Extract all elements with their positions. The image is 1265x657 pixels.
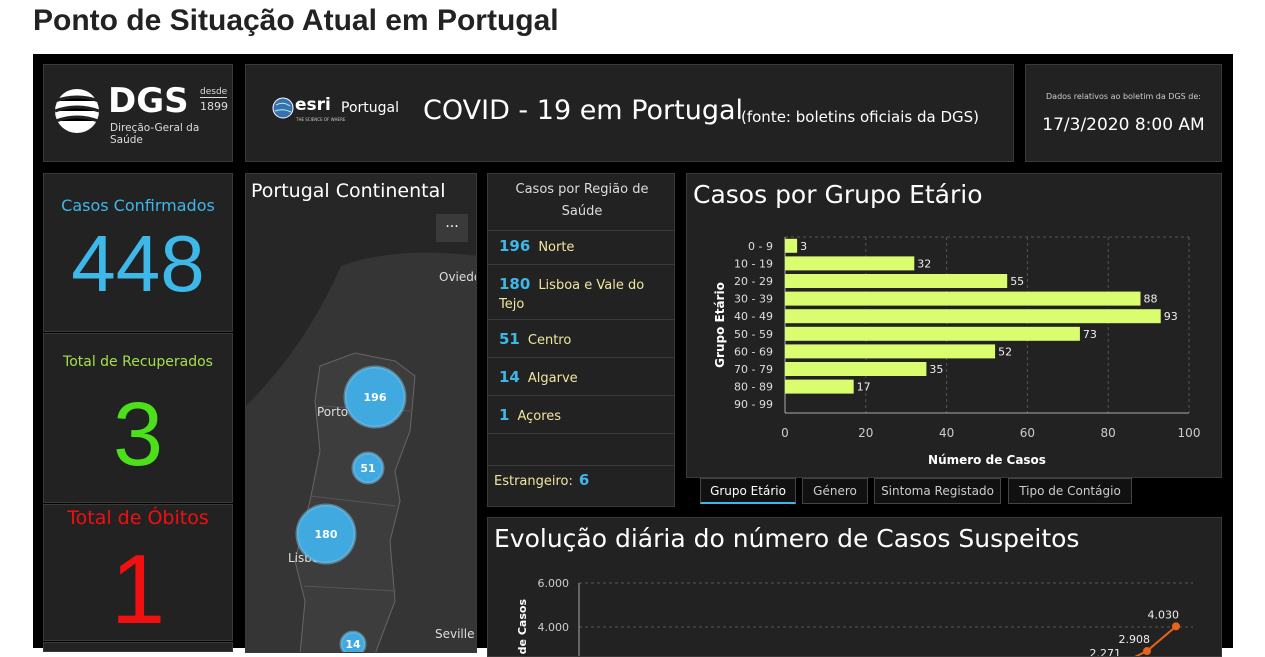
region-panel: Casos por Região de Saúde 196 Norte 180 Li… bbox=[487, 173, 675, 507]
esri-region: Portugal bbox=[341, 100, 399, 116]
region-name: Norte bbox=[538, 240, 575, 255]
dgs-name: DGS bbox=[108, 81, 189, 121]
region-row: 14 Algarve bbox=[499, 368, 669, 388]
stat-value: 448 bbox=[71, 219, 205, 308]
dgs-logo bbox=[54, 89, 100, 133]
esri-globe bbox=[272, 97, 294, 119]
region-name: Lisboa e Vale do Tejo bbox=[499, 278, 645, 312]
region-row: 1 Açores bbox=[499, 406, 669, 426]
chart-title: Evolução diária do número de Casos Suspe… bbox=[494, 524, 1080, 553]
place-label: Oviedo bbox=[439, 270, 477, 284]
foreign-label: Estrangeiro: bbox=[494, 474, 573, 489]
stat-label: Casos Confirmados bbox=[61, 196, 215, 215]
tab[interactable]: Tipo de Contágio bbox=[1008, 478, 1132, 504]
point bbox=[1172, 622, 1180, 631]
region-name: Algarve bbox=[527, 371, 578, 386]
stat-value: 3 bbox=[112, 385, 164, 485]
cluster-label: 196 bbox=[364, 391, 387, 404]
dgs-full-name: Direção-Geral da Saúde bbox=[110, 122, 200, 146]
dgs-panel: DGS desde 1899 Direção-Geral da Saúde bbox=[43, 64, 233, 162]
cluster-label: 14 bbox=[345, 638, 361, 651]
value-label: 2.908 bbox=[1119, 633, 1151, 646]
map-menu[interactable]: ··· bbox=[436, 214, 468, 242]
cluster bbox=[339, 630, 367, 652]
separator bbox=[488, 357, 674, 358]
foreign-row: Estrangeiro: 6 bbox=[494, 471, 664, 491]
page-title: Ponto de Situação Atual em Portugal bbox=[33, 4, 559, 37]
axis-title: Número de Casos bbox=[516, 599, 529, 657]
point bbox=[1143, 647, 1151, 656]
cluster-label: 180 bbox=[315, 528, 338, 541]
dashboard-title: COVID - 19 em Portugal bbox=[423, 95, 744, 126]
title-panel: esri Portugal THE SCIENCE OF WHERE COVID… bbox=[245, 64, 1014, 162]
region-name: Açores bbox=[517, 409, 562, 424]
dgs-since-label: desde bbox=[200, 87, 228, 98]
chart-title: Casos por Grupo Etário bbox=[693, 180, 983, 209]
date-caption: Dados relativos ao boletim da DGS de: bbox=[1046, 92, 1201, 101]
date-panel: Dados relativos ao boletim da DGS de: 17… bbox=[1025, 64, 1222, 162]
region-value: 51 bbox=[499, 330, 520, 348]
tab[interactable]: Género bbox=[802, 478, 868, 504]
esri-tagline: THE SCIENCE OF WHERE bbox=[296, 117, 346, 122]
age-chart-panel: Casos por Grupo Etário bbox=[686, 173, 1222, 478]
line-chart-panel: 4.000 6.000 Número de Casos 2.271 2.908 4.030… bbox=[487, 517, 1222, 657]
place-label: Seville bbox=[435, 627, 475, 641]
separator bbox=[488, 395, 674, 396]
stat-value: 1 bbox=[110, 534, 166, 641]
stat-card: Casos Confirmados 448 bbox=[43, 173, 233, 332]
cluster-label: 51 bbox=[360, 462, 375, 475]
value-label: 4.030 bbox=[1148, 608, 1180, 621]
tab[interactable]: Grupo Etário bbox=[700, 478, 796, 504]
separator bbox=[488, 465, 674, 466]
stat-card bbox=[43, 642, 233, 652]
y-tick-label: 4.000 bbox=[538, 621, 570, 634]
separator bbox=[488, 264, 674, 265]
region-name: Centro bbox=[527, 333, 572, 348]
separator bbox=[488, 433, 674, 434]
region-value: 196 bbox=[499, 237, 531, 255]
separator bbox=[488, 230, 674, 231]
region-value: 1 bbox=[499, 406, 510, 424]
map-panel: OviedoPortoLisbonSeville1965118014 Portu… bbox=[245, 173, 477, 653]
region-title: Casos por Região de Saúde bbox=[515, 182, 649, 219]
dashboard-source: (fonte: boletins oficiais da DGS) bbox=[741, 108, 979, 126]
date-value: 17/3/2020 8:00 AM bbox=[1042, 115, 1205, 135]
stat-card: Total de Recuperados 3 bbox=[43, 333, 233, 503]
stat-card: Total de Óbitos 1 bbox=[43, 504, 233, 641]
region-value: 180 bbox=[499, 275, 531, 293]
cluster bbox=[343, 365, 407, 429]
tab[interactable]: Sintoma Registado bbox=[874, 478, 1001, 504]
cluster bbox=[351, 451, 385, 485]
foreign-value: 6 bbox=[578, 471, 590, 489]
y-tick-label: 6.000 bbox=[538, 577, 570, 590]
map: OviedoPortoLisbonSeville1965118014 bbox=[246, 252, 477, 652]
dgs-since-year: 1899 bbox=[200, 100, 228, 113]
separator bbox=[488, 319, 674, 320]
region-value: 14 bbox=[499, 368, 520, 386]
stat-label: Total de Recuperados bbox=[63, 354, 213, 370]
stat-label: Total de Óbitos bbox=[67, 507, 209, 529]
region-row: 51 Centro bbox=[499, 330, 669, 350]
map-title: Portugal Continental bbox=[251, 180, 446, 202]
place-label: Porto bbox=[317, 405, 348, 419]
region-row: 196 Norte bbox=[499, 237, 669, 257]
region-row: 180 Lisboa e Vale do Tejo bbox=[499, 275, 669, 314]
esri-brand: esri bbox=[295, 95, 331, 115]
value-label: 2.271 bbox=[1090, 647, 1122, 657]
cluster bbox=[295, 503, 357, 565]
portugal bbox=[294, 352, 416, 652]
